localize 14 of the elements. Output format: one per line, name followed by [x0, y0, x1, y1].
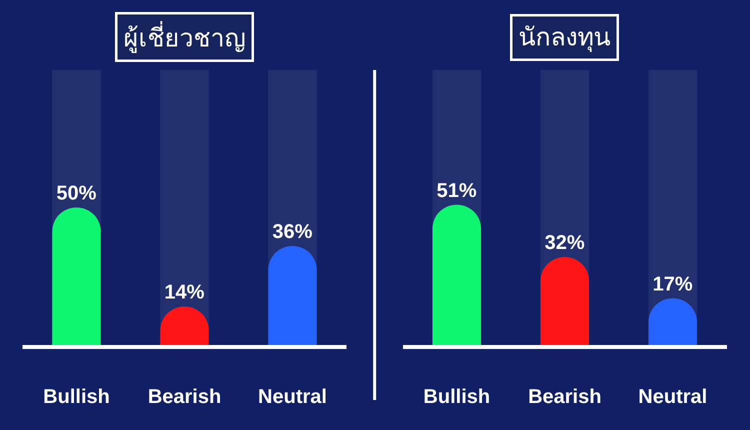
chart-title: ผู้เชี่ยวชาญ: [124, 20, 246, 54]
chart-title: นักลงทุน: [518, 22, 610, 52]
data-label: 17%: [652, 273, 693, 296]
x-tick-label: Bullish: [43, 386, 110, 408]
data-label: 14%: [164, 282, 205, 304]
x-tick-label: Neutral: [258, 386, 327, 408]
x-tick-label: Bullish: [423, 386, 490, 408]
x-tick-label: Neutral: [638, 386, 708, 408]
x-tick-label: Bearish: [148, 386, 222, 408]
data-label: 32%: [544, 232, 585, 254]
data-label: 50%: [56, 182, 97, 204]
x-tick-label: Bearish: [528, 386, 602, 408]
data-label: 36%: [272, 221, 313, 243]
data-label: 51%: [436, 180, 477, 202]
